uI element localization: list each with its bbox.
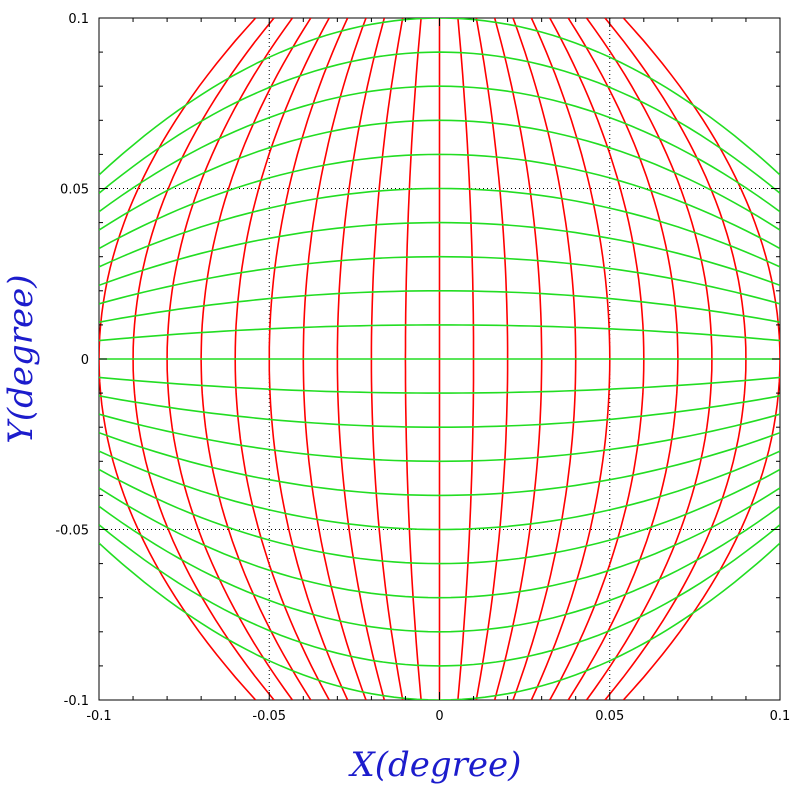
series-layer — [99, 18, 780, 700]
series-line-horizontal — [99, 221, 780, 287]
series-line-horizontal — [99, 153, 780, 250]
series-line-horizontal — [99, 413, 780, 463]
series-line-horizontal — [99, 468, 780, 565]
series-line-horizontal — [99, 431, 780, 497]
series-line-horizontal — [99, 18, 780, 176]
series-line-horizontal — [99, 505, 780, 633]
series-line-horizontal — [99, 487, 780, 599]
series-line-horizontal — [99, 524, 780, 667]
series-line-horizontal — [99, 187, 780, 268]
y-tick-label: 0 — [81, 353, 89, 368]
series-line-horizontal — [99, 85, 780, 213]
series-line-horizontal — [99, 255, 780, 305]
tick-labels: -0.1 -0.05 0 0.05 0.1 -0.1 -0.05 0 0.05 0.1 — [55, 12, 790, 724]
y-axis-title: Y(degree) — [1, 274, 41, 443]
series-line-horizontal — [99, 119, 780, 231]
y-tick-label: -0.1 — [64, 694, 89, 709]
series-line-horizontal — [99, 51, 780, 194]
series-line-vertical — [99, 18, 257, 700]
series-line-horizontal — [99, 324, 780, 342]
series-line-horizontal — [99, 376, 780, 394]
series-line-horizontal — [99, 395, 780, 429]
axis-ticks — [98, 17, 781, 701]
x-tick-label: -0.1 — [86, 709, 111, 724]
x-axis-title: X(degree) — [348, 745, 522, 785]
x-tick-label: 0.05 — [595, 709, 624, 724]
y-tick-label: 0.05 — [60, 183, 89, 198]
y-tick-label: -0.05 — [55, 524, 89, 539]
series-line-horizontal — [99, 450, 780, 531]
series-line-horizontal — [99, 289, 780, 323]
x-tick-label: 0 — [435, 709, 443, 724]
series-line-vertical — [622, 18, 780, 700]
x-tick-label: 0.1 — [770, 709, 791, 724]
y-tick-label: 0.1 — [68, 12, 89, 27]
x-tick-label: -0.05 — [252, 709, 286, 724]
series-line-horizontal — [99, 542, 780, 700]
